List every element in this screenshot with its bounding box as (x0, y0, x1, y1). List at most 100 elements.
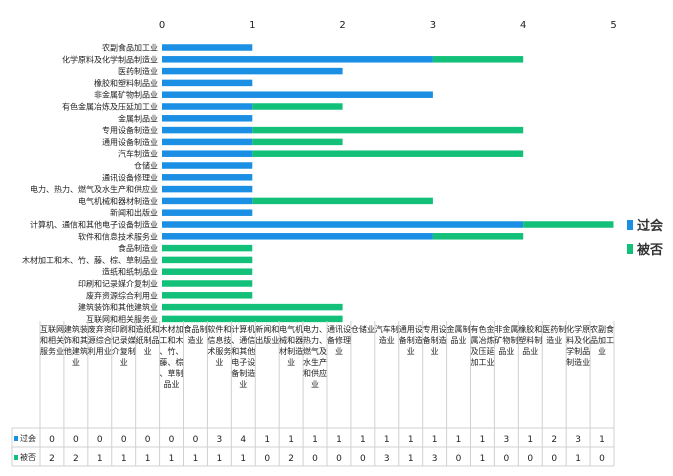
category-label: 通讯设备修理业 (102, 172, 158, 182)
table-cell-value: 1 (480, 454, 486, 464)
table-header-label: 互联网和相关服务业 (40, 325, 64, 356)
table-cell-value: 2 (551, 435, 557, 445)
category-label: 互联网和相关服务业 (86, 314, 158, 324)
bar-passed (162, 44, 253, 51)
bar-rejected (523, 221, 614, 228)
bar-passed (162, 115, 253, 122)
legend-label: 过会 (637, 218, 664, 234)
bar-passed (162, 56, 433, 63)
x-tick-label: 1 (249, 20, 255, 31)
table-cell-value: 3 (384, 454, 390, 464)
bar-passed (162, 79, 253, 87)
table-cell-value: 1 (217, 454, 223, 464)
bar-rejected (252, 150, 524, 157)
table-cell-value: 1 (360, 435, 366, 445)
x-tick-label: 0 (159, 20, 165, 31)
table-header-label: 新闻和出版业 (255, 324, 279, 345)
category-label: 有色金属冶炼及压延加工业 (62, 102, 158, 112)
category-label: 非金属矿物制品业 (94, 90, 158, 100)
table-header-label: 食品制造业 (183, 324, 207, 345)
legend-swatch (627, 244, 633, 254)
bar-passed (162, 67, 343, 75)
bar-rejected (252, 138, 343, 146)
table-cell-value: 0 (121, 435, 127, 445)
table-cell-value: 0 (73, 435, 79, 445)
table-cell-value: 1 (408, 454, 414, 464)
table-cell-value: 1 (288, 435, 294, 445)
table-cell-value: 0 (97, 435, 103, 445)
category-label: 废弃资源综合利用业 (86, 290, 158, 300)
x-axis: 0 1 2 3 4 5 (159, 20, 617, 31)
table-header-label: 化学原料及化学制品制造业 (566, 324, 590, 367)
category-label: 电气机械和器材制造业 (78, 196, 158, 206)
bar-passed (162, 103, 253, 110)
bar-rejected (162, 303, 343, 311)
table-header-label: 有色金属冶炼及压延加工业 (470, 324, 494, 367)
table-cell-value: 0 (551, 454, 557, 464)
bar-passed (162, 185, 253, 193)
table-cell-value: 1 (145, 454, 151, 464)
category-label: 金属制品业 (118, 113, 158, 123)
table-cell-value: 1 (121, 454, 127, 464)
table-cell-value: 3 (217, 435, 223, 445)
table-cell-value: 2 (73, 454, 79, 464)
x-tick-label: 2 (339, 20, 345, 31)
bar-passed (162, 233, 433, 240)
table-cell-value: 1 (599, 435, 605, 445)
table-cell-value: 1 (456, 435, 462, 445)
table-cell-value: 4 (240, 435, 246, 445)
table-cell-value: 0 (360, 454, 366, 464)
category-label: 计算机、通信和其他电子设备制造业 (30, 220, 158, 230)
bar-rejected (252, 126, 524, 134)
table-header-label: 农副食品加工业 (590, 324, 614, 356)
bar-rejected (162, 315, 343, 323)
table-cell-value: 0 (527, 454, 533, 464)
category-label: 食品制造业 (118, 243, 158, 253)
table-cell-value: 1 (97, 454, 103, 464)
table-cell-value: 3 (575, 435, 581, 445)
table-header-label: 建筑装饰和其他建筑业 (64, 324, 88, 367)
bar-passed (162, 150, 253, 157)
bar-rejected (162, 268, 253, 275)
category-label: 通用设备制造业 (102, 137, 158, 147)
category-label: 新闻和出版业 (110, 208, 158, 218)
table-header-label: 软件和信息技术服务业 (207, 324, 231, 367)
table-cell-value: 0 (264, 454, 270, 464)
legend-label: 被否 (636, 242, 663, 258)
table-header-label: 印刷和记录媒介复制业 (112, 325, 136, 367)
bar-rejected (162, 280, 253, 287)
category-label: 医药制造业 (118, 66, 158, 76)
table-cell-value: 1 (432, 435, 438, 445)
table-header-label: 专用设备制造业 (423, 324, 447, 356)
table-cell-value: 1 (193, 454, 199, 464)
table-header-label: 医药制造业 (542, 324, 566, 345)
bar-passed (162, 138, 253, 146)
table-header-label: 仓储业 (351, 324, 375, 334)
table-cell-value: 0 (145, 435, 151, 445)
bar-passed (162, 209, 253, 216)
table-cell-value: 1 (169, 454, 175, 464)
x-tick-label: 5 (610, 20, 616, 31)
table-cell-value: 2 (49, 454, 55, 464)
table-header-label: 计算机、通信和其他电子设备制造业 (231, 324, 255, 389)
category-label: 软件和信息技术服务业 (78, 231, 158, 241)
table-cell-value: 1 (312, 435, 318, 445)
bar-rejected (162, 256, 253, 264)
table-row-label: 被否 (20, 452, 36, 462)
category-label: 建筑装饰和其他建筑业 (78, 302, 158, 312)
table-cell-value: 2 (288, 454, 294, 464)
table-cell-value: 0 (456, 454, 462, 464)
table-row-label: 过会 (20, 433, 36, 443)
category-labels: 农副食品加工业化学原料及化学制品制造业医药制造业橡胶和塑料制品业非金属矿物制品业… (22, 43, 158, 324)
table-cell-value: 1 (408, 435, 414, 445)
bar-rejected (162, 244, 253, 252)
table-header-label: 橡胶和塑料制品业 (518, 324, 542, 356)
x-tick-label: 3 (430, 20, 436, 31)
table-header-label: 废弃资源综合利用业 (88, 324, 112, 356)
table-cell-value: 3 (504, 435, 510, 445)
table-header-label: 通用设备制造业 (399, 324, 423, 356)
table-cell-value: 1 (527, 435, 533, 445)
bar-rejected (252, 197, 433, 205)
